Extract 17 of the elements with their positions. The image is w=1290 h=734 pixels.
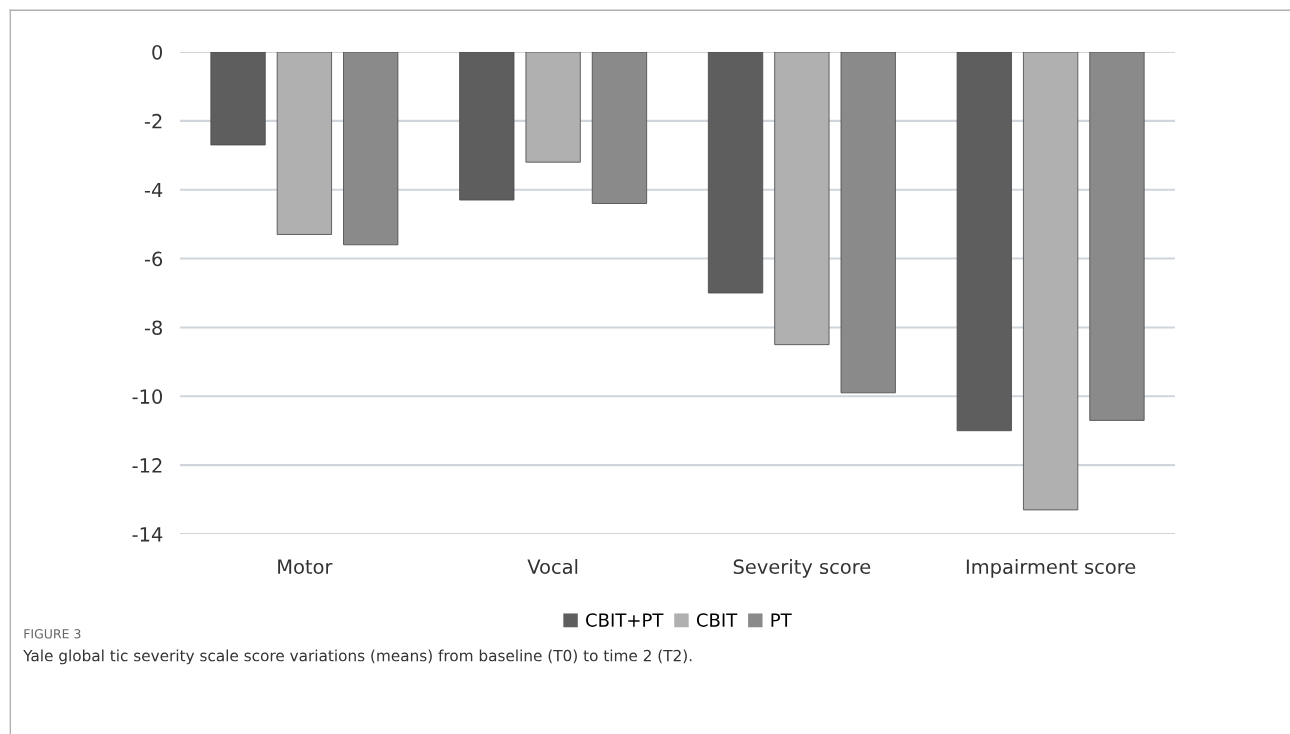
y-tick-label: -8 xyxy=(144,320,162,336)
y-tick-label: -2 xyxy=(144,113,162,129)
y-tick-label: -4 xyxy=(144,182,163,198)
x-tick-label: Vocal xyxy=(527,559,578,575)
x-tick-label: Motor xyxy=(278,559,333,575)
legend-label: CBIT xyxy=(696,613,738,627)
legend-label: CBIT+PT xyxy=(586,613,664,627)
x-tick-label: Severity score xyxy=(733,559,871,578)
y-tick-label: -12 xyxy=(132,458,162,473)
x-tick-label: Impairment score xyxy=(966,559,1136,578)
y-tick-label: -6 xyxy=(144,251,163,267)
y-tick-label: -10 xyxy=(132,389,163,404)
text: Yale global tic severity scale score variations (means) from baseline (T0) to time 2 (T2). xyxy=(23,649,692,665)
y-tick-label: -14 xyxy=(132,527,163,542)
legend-label: PT xyxy=(771,613,792,627)
y-tick-label: 0 xyxy=(152,44,163,60)
caption: FIGURE 3 xyxy=(24,629,81,639)
